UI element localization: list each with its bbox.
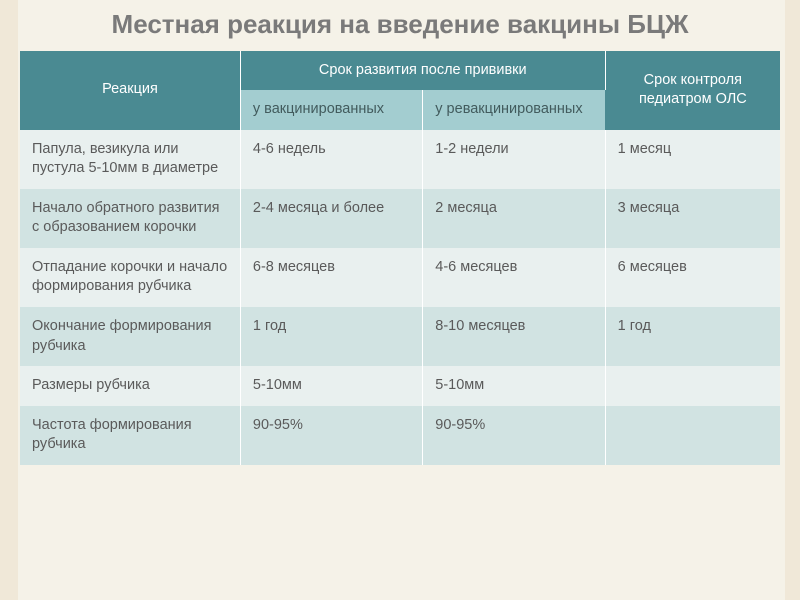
cell-pediatric: 1 месяц — [605, 130, 780, 189]
cell-vaccinated: 5-10мм — [240, 366, 422, 406]
cell-pediatric: 1 год — [605, 307, 780, 366]
table-header-row-1: Реакция Срок развития после прививки Сро… — [20, 51, 780, 91]
cell-revaccinated: 4-6 месяцев — [423, 248, 605, 307]
cell-reaction: Размеры рубчика — [20, 366, 240, 406]
table-body: Папула, везикула или пустула 5-10мм в ди… — [20, 130, 780, 465]
cell-pediatric — [605, 406, 780, 465]
cell-vaccinated: 90-95% — [240, 406, 422, 465]
cell-reaction: Частота формирования рубчика — [20, 406, 240, 465]
table-row: Папула, везикула или пустула 5-10мм в ди… — [20, 130, 780, 189]
cell-pediatric: 3 месяца — [605, 189, 780, 248]
cell-pediatric — [605, 366, 780, 406]
cell-vaccinated: 2-4 месяца и более — [240, 189, 422, 248]
col-subheader-revaccinated: у ревакцинированных — [423, 90, 605, 130]
cell-vaccinated: 6-8 месяцев — [240, 248, 422, 307]
cell-revaccinated: 8-10 месяцев — [423, 307, 605, 366]
col-header-reaction: Реакция — [20, 51, 240, 130]
cell-revaccinated: 2 месяца — [423, 189, 605, 248]
table-row: Начало обратного развития с образованием… — [20, 189, 780, 248]
table-row: Окончание формирования рубчика 1 год 8-1… — [20, 307, 780, 366]
cell-revaccinated: 90-95% — [423, 406, 605, 465]
table-container: Реакция Срок развития после прививки Сро… — [0, 51, 800, 465]
cell-reaction: Окончание формирования рубчика — [20, 307, 240, 366]
cell-revaccinated: 5-10мм — [423, 366, 605, 406]
cell-vaccinated: 4-6 недель — [240, 130, 422, 189]
cell-revaccinated: 1-2 недели — [423, 130, 605, 189]
cell-reaction: Начало обратного развития с образованием… — [20, 189, 240, 248]
cell-reaction: Отпадание корочки и начало формирования … — [20, 248, 240, 307]
col-header-pediatric: Срок контроля педиатром ОЛС — [605, 51, 780, 130]
cell-reaction: Папула, везикула или пустула 5-10мм в ди… — [20, 130, 240, 189]
table-row: Отпадание корочки и начало формирования … — [20, 248, 780, 307]
slide-title: Местная реакция на введение вакцины БЦЖ — [0, 0, 800, 51]
cell-vaccinated: 1 год — [240, 307, 422, 366]
table-row: Размеры рубчика 5-10мм 5-10мм — [20, 366, 780, 406]
col-subheader-vaccinated: у вакцинированных — [240, 90, 422, 130]
col-header-period: Срок развития после прививки — [240, 51, 605, 91]
cell-pediatric: 6 месяцев — [605, 248, 780, 307]
reaction-table: Реакция Срок развития после прививки Сро… — [20, 51, 780, 465]
table-row: Частота формирования рубчика 90-95% 90-9… — [20, 406, 780, 465]
